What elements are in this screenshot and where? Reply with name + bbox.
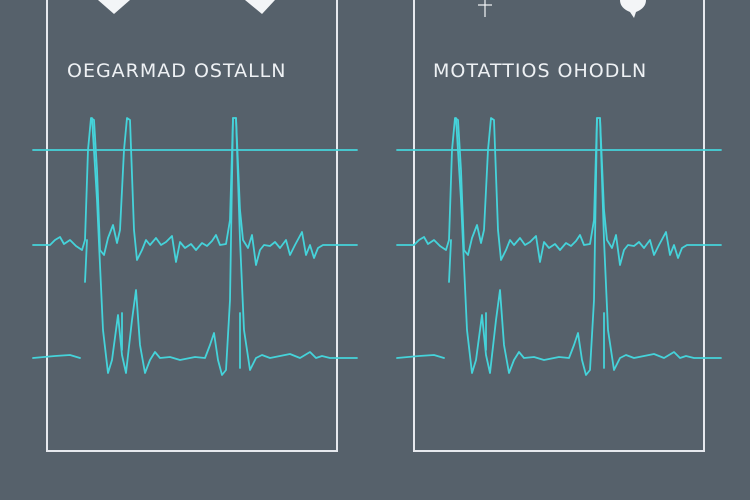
heart-marker-icon: [98, 0, 130, 14]
drop-marker-icon: [620, 0, 646, 18]
cross-icon: [478, 0, 492, 17]
left-waveforms: [32, 117, 358, 376]
left-panel-title: OEGARMAD OSTALLN: [67, 60, 287, 82]
heart-marker-icon: [245, 0, 275, 14]
right-panel: [413, 0, 705, 452]
left-panel: [46, 0, 338, 452]
right-waveforms: [396, 117, 722, 376]
right-panel-title: MOTATTIOS OHODLN: [433, 60, 648, 82]
